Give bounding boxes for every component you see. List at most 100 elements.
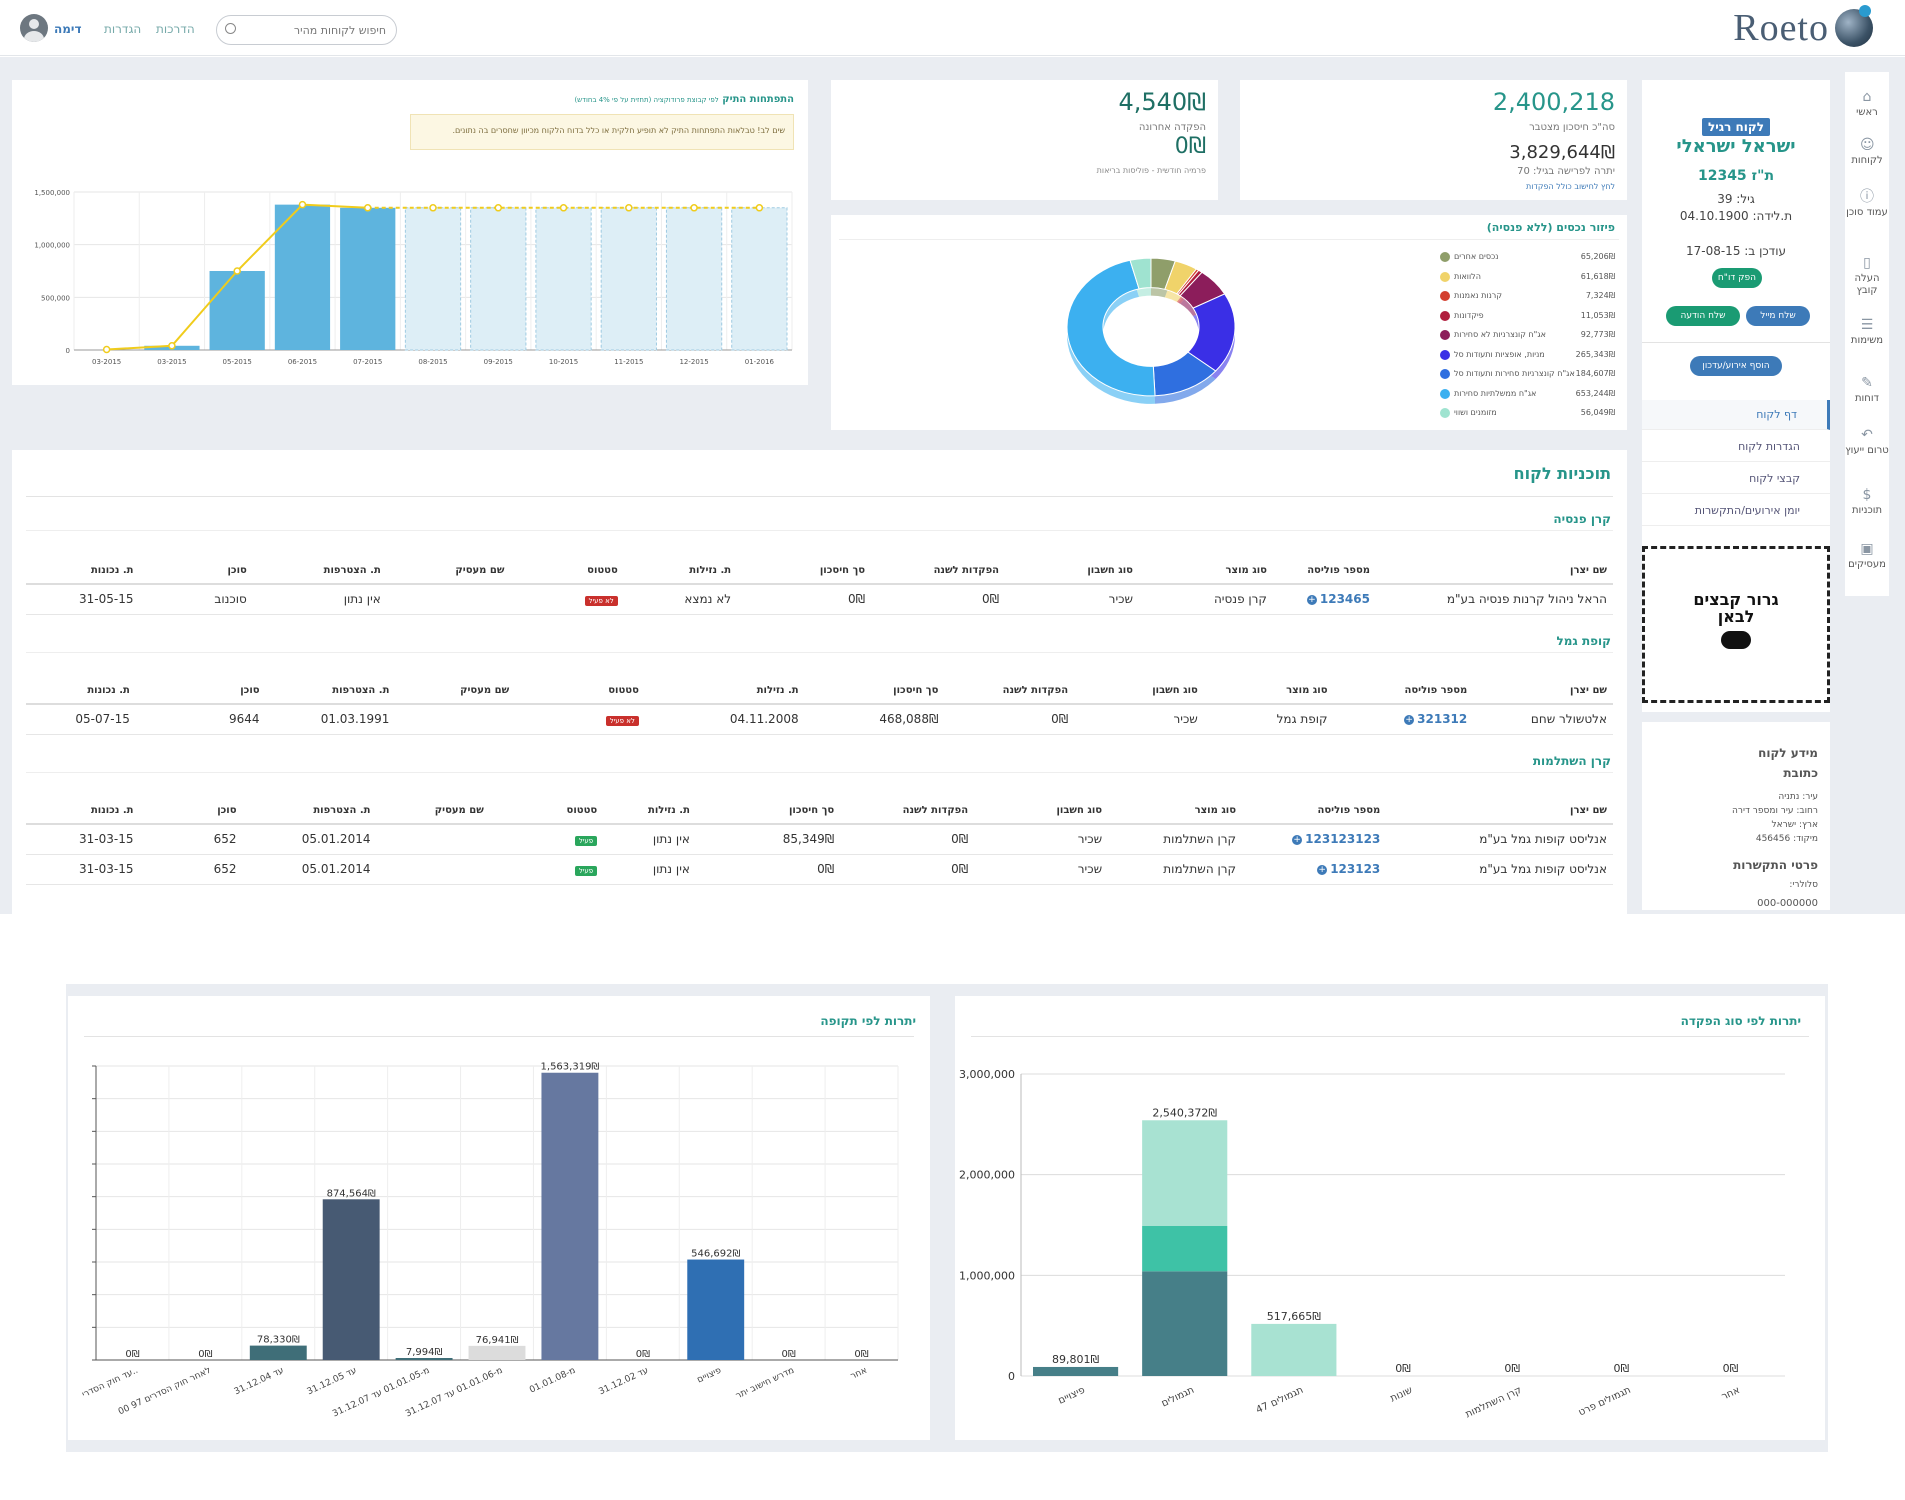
column-header[interactable]: ת. נזילות — [644, 678, 805, 705]
avatar[interactable] — [20, 14, 48, 42]
rail-item-8[interactable]: ▣ מעסיקים — [1845, 542, 1889, 571]
column-header[interactable]: שם יצרן — [1375, 558, 1613, 585]
column-header[interactable]: שם מעסיק — [386, 558, 511, 585]
user-name[interactable]: דימה — [54, 22, 82, 36]
nav-trainings[interactable]: הדרכות — [156, 22, 195, 36]
divider — [26, 530, 1613, 531]
legend-value: 92,773₪ — [1580, 330, 1615, 339]
nav-event-log[interactable]: יומן אירועים/התקשרות — [1642, 496, 1830, 526]
legend-item[interactable]: הלוואות 61,618₪ — [1440, 269, 1615, 284]
column-header[interactable]: סוכן — [139, 798, 243, 825]
column-header[interactable]: מספר פוליסה — [1242, 798, 1387, 825]
asset-pie-chart — [1066, 257, 1236, 404]
nav-customer-settings[interactable]: הגדרות לקוח — [1642, 432, 1830, 462]
rail-item-3[interactable]: ▯ העלה קובץ — [1845, 256, 1889, 297]
table-cell: 0₪ — [737, 584, 872, 615]
column-header[interactable]: סוג חשבון — [974, 798, 1109, 825]
column-header[interactable]: הפקדות לשנה — [840, 798, 975, 825]
search-input[interactable]: חיפוש לקוחות מהיר — [216, 15, 397, 45]
column-header[interactable]: שם יצרן — [1386, 798, 1613, 825]
column-header[interactable]: ת. נכונות — [26, 798, 140, 825]
table-row[interactable]: אנליסט קופות גמל בע"מ 123123+ קרן השתלמות ש… — [26, 854, 1613, 885]
column-header[interactable]: סך חיסכון — [804, 678, 945, 705]
column-header[interactable]: שם יצרן — [1473, 678, 1613, 705]
column-header[interactable]: סוג חשבון — [1005, 558, 1139, 585]
column-header[interactable]: מספר פוליסה — [1272, 558, 1376, 585]
column-header[interactable]: סוכן — [139, 558, 253, 585]
period-bar — [468, 1345, 526, 1360]
column-header[interactable]: סך חיסכון — [737, 558, 872, 585]
table-cell: 652 — [139, 854, 243, 885]
column-header[interactable]: ת. נזילות — [623, 558, 738, 585]
column-header[interactable]: סוג חשבון — [1074, 678, 1204, 705]
policy-number-link[interactable]: 123123+ — [1242, 854, 1387, 885]
nav-customer-page[interactable]: דף לקוח — [1642, 400, 1830, 430]
divider — [839, 239, 1619, 240]
portfolio-development-card: התפתחות התיק לפי קבוצת פרודוקציה (תחזית … — [12, 80, 808, 385]
nav-settings[interactable]: הגדרות — [104, 22, 142, 36]
column-header[interactable]: ת. הצטרפות — [242, 798, 377, 825]
rail-item-2[interactable]: ⓘ עמוד סוכן — [1845, 190, 1889, 219]
column-header[interactable]: סוכן — [135, 678, 266, 705]
retirement-balance-value: 3,829,644₪ — [1509, 142, 1615, 163]
roeto-logo[interactable]: Roeto — [1733, 5, 1873, 50]
legend-item[interactable]: אג"ח קונצרניות לא סחירות 92,773₪ — [1440, 327, 1615, 342]
legend-label: מזומנים ושווי — [1454, 408, 1497, 417]
legend-value: 56,049₪ — [1580, 408, 1615, 417]
column-header[interactable]: ת. נכונות — [26, 558, 140, 585]
column-header[interactable]: שם מעסיק — [395, 678, 516, 705]
deposit-bar-segment — [1142, 1120, 1228, 1227]
column-header[interactable]: ת. נכונות — [26, 678, 136, 705]
legend-item[interactable]: נכסים אחרים 65,206₪ — [1440, 249, 1615, 264]
column-header[interactable]: ת. הצטרפות — [252, 558, 387, 585]
plus-icon[interactable]: + — [1317, 864, 1328, 875]
legend-item[interactable]: מזומנים ושווי 56,049₪ — [1440, 405, 1615, 420]
rail-item-4[interactable]: ☰ משימות — [1845, 318, 1889, 347]
rail-item-1[interactable]: ☺ לקוחות — [1845, 138, 1889, 167]
legend-label: אג"ח קונצרניות סחירות ותעודות סל — [1454, 369, 1575, 378]
column-header[interactable]: ת. נזילות — [603, 798, 696, 825]
file-drop-zone[interactable]: גרור קבצים לבאן — [1642, 546, 1830, 703]
rail-item-6[interactable]: ↶ טרום ייעוץ — [1845, 428, 1889, 457]
column-header[interactable]: סטטוס — [515, 678, 645, 705]
legend-item[interactable]: אג"ח ממשלתיות סחירות 653,244₪ — [1440, 386, 1615, 401]
table-row[interactable]: אנליסט קופות גמל בע"מ 123123123+ קרן השתלמ… — [26, 824, 1613, 855]
rail-item-7[interactable]: $ תוכניות — [1845, 488, 1889, 517]
customer-name: ישראל ישראלי — [1676, 136, 1796, 157]
legend-item[interactable]: פיקדונות 11,053₪ — [1440, 308, 1615, 323]
status-badge: פעיל — [489, 824, 604, 855]
column-header[interactable]: סטטוס — [489, 798, 604, 825]
policy-number-link[interactable]: 123123123+ — [1242, 824, 1387, 855]
nav-customer-files[interactable]: קבצי לקוח — [1642, 464, 1830, 494]
generate-report-button[interactable]: הפק דו"ח — [1712, 268, 1762, 288]
plus-icon[interactable]: + — [1404, 714, 1415, 725]
legend-item[interactable]: אג"ח קונצרניות סחירות ותעודות סל 184,607₪ — [1440, 366, 1615, 381]
column-header[interactable]: שם מעסיק — [376, 798, 490, 825]
portfolio-point — [233, 267, 241, 275]
balance-by-deposit-card: יתרות לפי סוג הפקדה 0 1,000,000 2,000,000 3… — [955, 996, 1825, 1440]
plus-icon[interactable]: + — [1292, 834, 1303, 845]
column-header[interactable]: הפקדות לשנה — [871, 558, 1006, 585]
column-header[interactable]: סוג מוצר — [1203, 678, 1334, 705]
table-row[interactable]: הראל ניהול קרנות פנסיה בע"מ 123465+ קרן פנ… — [26, 584, 1613, 615]
column-header[interactable]: סוג מוצר — [1108, 798, 1243, 825]
policy-number-link[interactable]: 123465+ — [1272, 584, 1376, 615]
rail-item-5[interactable]: ✎ דוחות — [1845, 376, 1889, 405]
add-event-button[interactable]: הוסף אירוע/עדכון — [1690, 356, 1782, 376]
column-header[interactable]: מספר פוליסה — [1333, 678, 1474, 705]
column-header[interactable]: סוג מוצר — [1138, 558, 1273, 585]
column-header[interactable]: הפקדות לשנה — [944, 678, 1075, 705]
policy-number-link[interactable]: 321312+ — [1333, 704, 1474, 735]
send-mail-button[interactable]: שלח מייל — [1746, 306, 1810, 326]
asset-distribution-card: פיזור נכסים (ללא פנסיה) נכסים אחרים 65,20… — [831, 215, 1627, 430]
column-header[interactable]: ת. הצטרפות — [265, 678, 396, 705]
legend-item[interactable]: מניות, אופציות ותעודות סל 265,343₪ — [1440, 347, 1615, 362]
column-header[interactable]: סך חיסכון — [695, 798, 841, 825]
rail-item-0[interactable]: ⌂ ראשי — [1845, 90, 1889, 119]
table-row[interactable]: אלטשולר שחם 321312+ קופת גמל שכיר 0₪ 468,088₪… — [26, 704, 1613, 735]
calc-with-deposits-link[interactable]: לחץ לחישוב כולל הפקדות — [1526, 182, 1615, 191]
send-message-button[interactable]: שלח הודעה — [1666, 306, 1740, 326]
legend-item[interactable]: קרנות נאמנות 7,324₪ — [1440, 288, 1615, 303]
plus-icon[interactable]: + — [1306, 594, 1317, 605]
column-header[interactable]: סטטוס — [510, 558, 624, 585]
